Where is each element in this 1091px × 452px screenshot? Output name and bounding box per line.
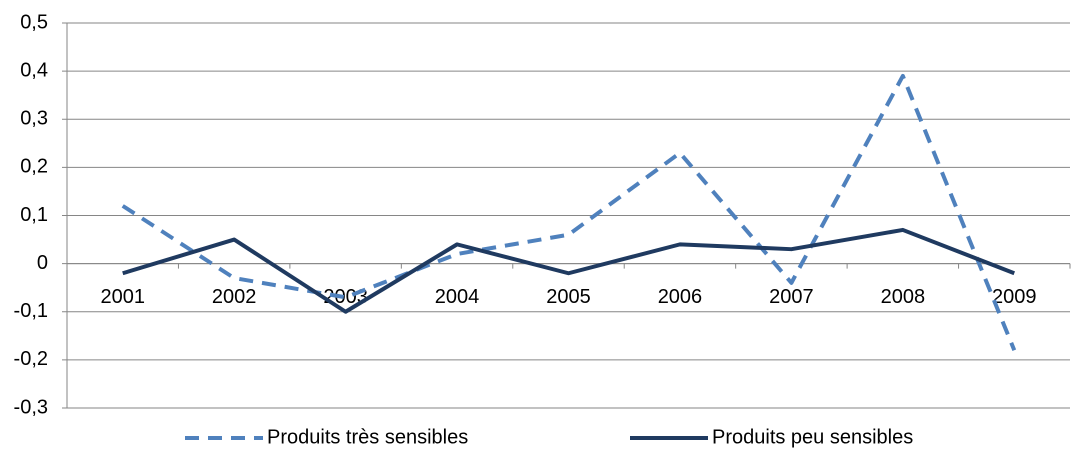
y-tick-label: 0,5 bbox=[20, 11, 48, 33]
y-tick-label: -0,3 bbox=[14, 396, 48, 418]
legend-label: Produits très sensibles bbox=[267, 426, 468, 448]
x-tick-label: 2007 bbox=[769, 286, 814, 308]
x-tick-label: 2008 bbox=[881, 286, 926, 308]
y-tick-label: 0,4 bbox=[20, 59, 48, 81]
x-tick-label: 2009 bbox=[992, 286, 1037, 308]
series-line bbox=[122, 227, 1016, 314]
x-tick-label: 2002 bbox=[212, 286, 257, 308]
y-tick-label: 0 bbox=[37, 252, 48, 274]
y-tick-label: -0,1 bbox=[14, 300, 48, 322]
y-tick-label: 0,2 bbox=[20, 156, 48, 178]
series-line bbox=[121, 73, 1017, 352]
y-tick-label: -0,2 bbox=[14, 348, 48, 370]
x-tick-label: 2004 bbox=[435, 286, 480, 308]
y-tick-label: 0,1 bbox=[20, 204, 48, 226]
x-tick-label: 2001 bbox=[100, 286, 145, 308]
y-tick-label: 0,3 bbox=[20, 108, 48, 130]
legend-label: Produits peu sensibles bbox=[712, 426, 913, 448]
x-tick-label: 2005 bbox=[546, 286, 591, 308]
x-tick-label: 2006 bbox=[658, 286, 703, 308]
